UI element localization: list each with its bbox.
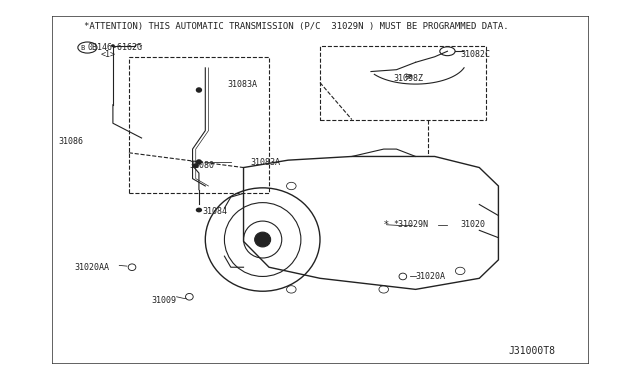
Text: 31082C: 31082C: [460, 51, 490, 60]
Text: *ATTENTION) THIS AUTOMATIC TRANSMISSION (P/C  31029N ) MUST BE PROGRAMMED DATA.: *ATTENTION) THIS AUTOMATIC TRANSMISSION …: [84, 22, 509, 31]
Ellipse shape: [111, 44, 115, 47]
Text: 31098Z: 31098Z: [394, 74, 423, 83]
Ellipse shape: [196, 208, 202, 212]
Text: 31083A: 31083A: [228, 80, 258, 89]
Text: 31009: 31009: [151, 296, 176, 305]
Text: J31000T8: J31000T8: [509, 346, 556, 356]
Text: 31020AA: 31020AA: [75, 263, 109, 272]
Text: 0B146-6162G: 0B146-6162G: [88, 43, 143, 52]
Ellipse shape: [196, 87, 202, 93]
Text: 31020: 31020: [460, 220, 485, 229]
Text: 31084: 31084: [202, 207, 227, 217]
Text: *: *: [384, 220, 389, 230]
Ellipse shape: [193, 163, 199, 168]
Text: 31080: 31080: [189, 161, 214, 170]
Ellipse shape: [255, 232, 271, 247]
Text: *31029N: *31029N: [394, 220, 428, 229]
Ellipse shape: [196, 159, 202, 165]
Text: B: B: [81, 45, 85, 51]
Text: <1>: <1>: [100, 51, 115, 60]
Text: 31020A: 31020A: [415, 272, 445, 281]
Text: 31083A: 31083A: [250, 157, 280, 167]
Text: 31086: 31086: [59, 137, 84, 146]
